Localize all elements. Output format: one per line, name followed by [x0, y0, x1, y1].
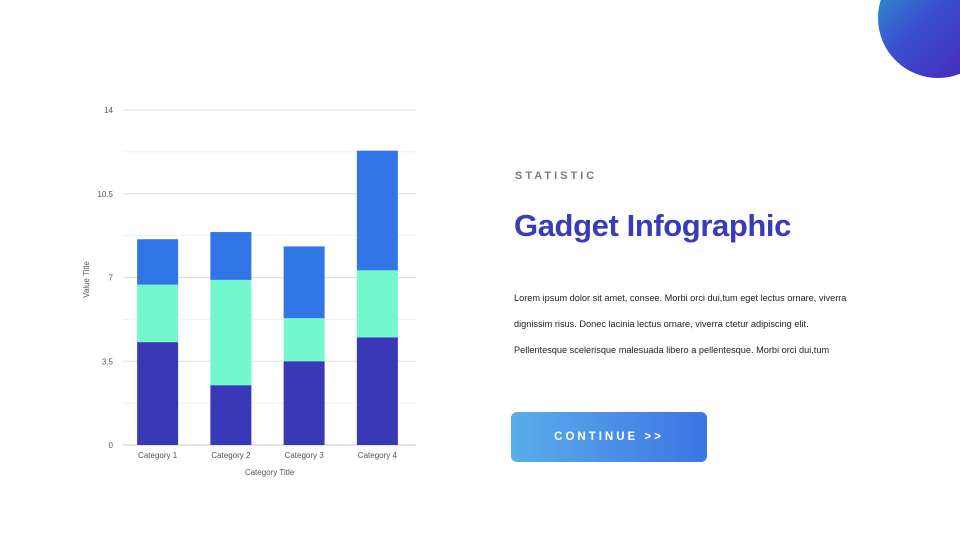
- bar-segment: [283, 246, 325, 319]
- body-line: Lorem ipsum dolor sit amet, consee. Morb…: [514, 293, 847, 303]
- y-tick-label: 3.5: [102, 357, 114, 366]
- y-axis-title: Value Title: [82, 261, 91, 298]
- page-title: Gadget Infographic: [514, 208, 791, 243]
- bar-segment: [210, 279, 252, 386]
- continue-button[interactable]: CONTINUE >>: [511, 412, 707, 462]
- y-tick-label: 10.5: [97, 190, 113, 199]
- bar-segment: [283, 361, 325, 445]
- bar-segment: [283, 318, 325, 362]
- x-tick-label: Category 2: [211, 451, 251, 460]
- x-tick-label: Category 4: [358, 451, 398, 460]
- eyebrow-label: STATISTIC: [515, 170, 598, 182]
- bar-segment: [210, 385, 252, 445]
- bar-segment: [356, 150, 398, 271]
- x-tick-label: Category 3: [285, 451, 325, 460]
- stacked-bar-chart: 0 3.5 7 10.5 14 Category 1 Category 2 Category …: [82, 106, 416, 477]
- bar-segment: [137, 239, 179, 285]
- bar-segment: [137, 342, 179, 445]
- body-line: dignissim risus. Donec lacinia lectus or…: [514, 319, 809, 329]
- x-tick-label: Category 1: [138, 451, 178, 460]
- y-tick-label: 7: [109, 274, 114, 283]
- bar-segment: [356, 337, 398, 445]
- bar-segment: [210, 232, 252, 280]
- y-tick-label: 14: [104, 106, 113, 115]
- corner-decoration: [878, 0, 960, 78]
- y-tick-label: 0: [109, 441, 114, 450]
- bar-segment: [137, 284, 179, 343]
- body-line: Pellentesque scelerisque malesuada liber…: [514, 345, 830, 355]
- bar-segment: [356, 270, 398, 338]
- body-paragraph: Lorem ipsum dolor sit amet, consee. Morb…: [514, 288, 914, 366]
- x-axis-title: Category Title: [245, 468, 295, 477]
